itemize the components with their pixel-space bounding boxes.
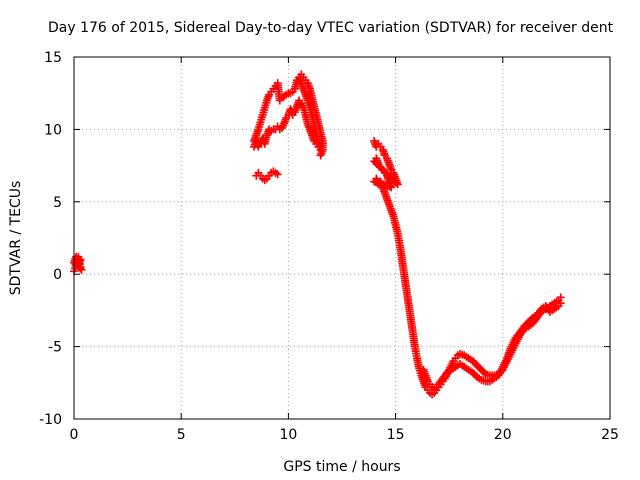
data-point	[76, 255, 85, 264]
plot-frame	[73, 56, 611, 420]
y-axis-label: SDTVAR / TECUs	[8, 181, 24, 296]
y-tick-label: -5	[48, 340, 62, 356]
x-axis-label: GPS time / hours	[283, 459, 400, 475]
x-tick-label: 20	[494, 427, 512, 443]
data-point	[316, 151, 325, 160]
y-tick-label: 15	[44, 50, 62, 66]
y-tick-label: 0	[53, 267, 62, 283]
data-point	[273, 170, 282, 179]
data-points	[70, 70, 565, 399]
chart-title: Day 176 of 2015, Sidereal Day-to-day VTE…	[48, 20, 614, 36]
x-tick-label: 0	[70, 427, 79, 443]
x-tick-label: 15	[387, 427, 405, 443]
grid-lines	[74, 57, 610, 419]
x-tick-label: 25	[601, 427, 619, 443]
data-point	[556, 299, 565, 308]
y-tick-label: -10	[39, 412, 62, 428]
x-tick-label: 10	[279, 427, 297, 443]
y-tick-label: 10	[44, 122, 62, 138]
x-tick-label: 5	[177, 427, 186, 443]
y-tick-label: 5	[53, 195, 62, 211]
axis-ticks: 0 5 10 15 20 25 -10 -5 0 5 10 15	[39, 50, 619, 443]
